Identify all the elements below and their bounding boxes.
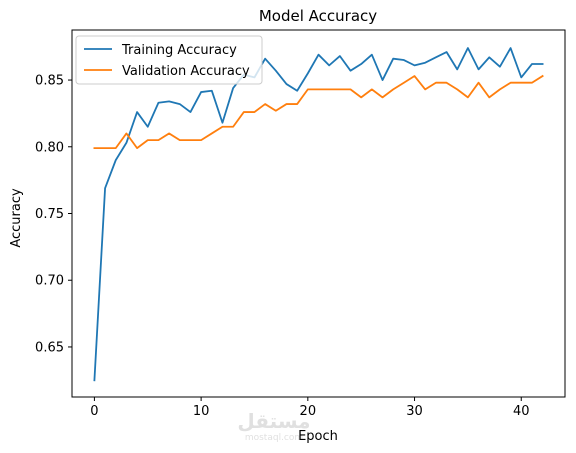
legend-box (75, 35, 263, 85)
y-tick-label: 0.75 (35, 207, 64, 222)
x-axis-ticks: 0 10 20 30 40 (90, 397, 530, 419)
y-tick-label: 0.80 (35, 140, 64, 155)
series-layer (93, 47, 544, 382)
legend-label-training: Training Accuracy (121, 43, 237, 58)
x-tick-label: 30 (406, 404, 423, 419)
y-tick-label: 0.65 (35, 340, 64, 355)
y-axis-label: Accuracy (9, 188, 24, 248)
y-tick-label: 0.70 (35, 274, 64, 289)
x-tick-label: 40 (513, 404, 530, 419)
watermark-url-text: mostaql.com (245, 433, 303, 443)
watermark: مستقل mostaql.com (237, 409, 310, 443)
training-accuracy-line (93, 47, 544, 382)
watermark-logo-text: مستقل (237, 409, 310, 433)
x-tick-label: 10 (193, 404, 210, 419)
chart-title: Model Accuracy (259, 7, 377, 25)
y-axis-ticks: 0.65 0.70 0.75 0.80 0.85 (35, 74, 72, 355)
validation-accuracy-line (93, 74, 544, 150)
x-axis-label: Epoch (298, 429, 338, 444)
legend: Training Accuracy Validation Accuracy (75, 35, 263, 85)
x-tick-label: 20 (300, 404, 317, 419)
x-tick-label: 0 (90, 404, 98, 419)
plot-area (71, 29, 566, 398)
y-tick-label: 0.85 (35, 74, 64, 89)
legend-label-validation: Validation Accuracy (122, 64, 250, 79)
